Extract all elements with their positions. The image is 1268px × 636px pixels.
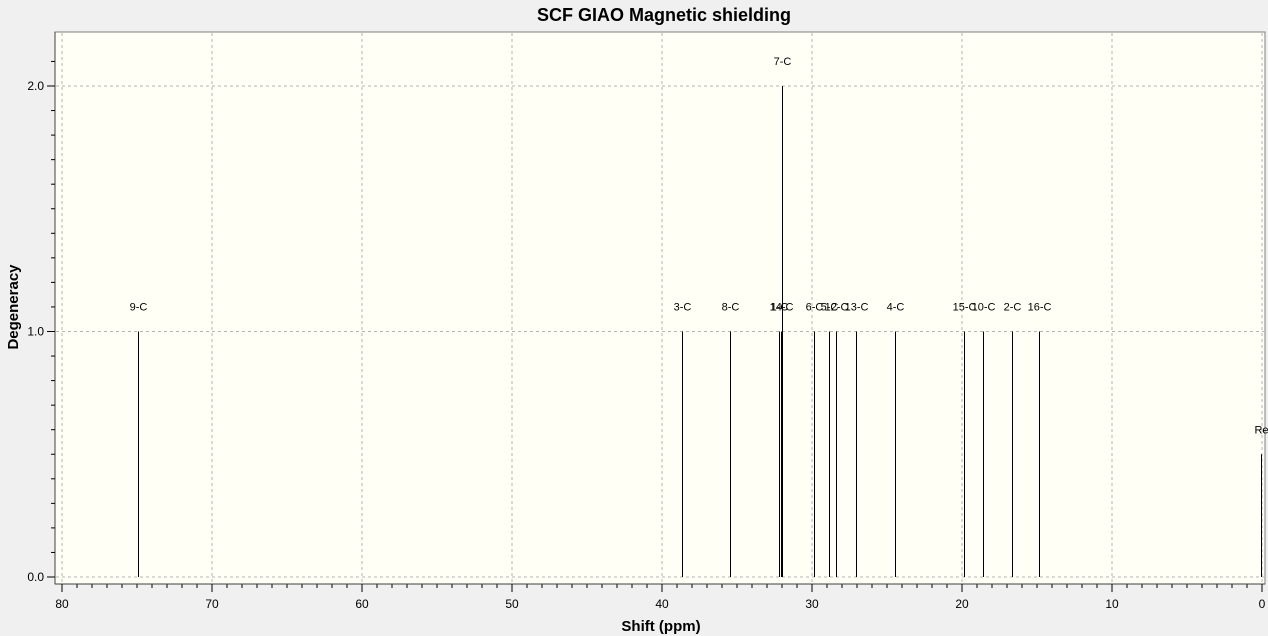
peak-label: Re [1254,424,1268,436]
y-tick-label: 1.0 [27,325,44,339]
x-tick-label: 20 [955,597,969,611]
peak-label: 7-C [774,56,792,68]
x-tick-label: 10 [1105,597,1119,611]
peak-label: 5-C [821,302,839,314]
peak-label: 3-C [674,302,692,314]
x-axis-title: Shift (ppm) [621,618,700,635]
peaks: 9-C 3-C 8-C 1-C14-C 7-C 6-C5-C12-C13-C 4-C 15-C… [130,56,1268,577]
y-axis: 0.0 1.0 2.0 [27,32,56,584]
x-tick-label: 50 [505,597,519,611]
peak-label: 2-C [1004,302,1022,314]
peak-label: 1-C [771,302,789,314]
x-tick-label: 0 [1259,597,1266,611]
x-tick-label: 70 [205,597,219,611]
plot-area [54,31,1266,585]
x-tick-label: 80 [55,597,69,611]
peak-label: 10-C [972,302,996,314]
x-tick-label: 60 [355,597,369,611]
y-tick-label: 0.0 [27,570,44,584]
y-axis-title: Degeneracy [5,264,22,350]
peak-label: 6-C [806,302,824,314]
y-tick-label: 2.0 [27,79,44,93]
x-tick-label: 40 [655,597,669,611]
peak-label: 9-C [130,302,148,314]
peak-label: 16-C [1028,302,1052,314]
chart-title: SCF GIAO Magnetic shielding [537,5,791,25]
peak-label: 15-C [953,302,977,314]
peak-label: 4-C [887,302,905,314]
grid-lines [56,33,1264,583]
x-tick-label: 30 [805,597,819,611]
peak-label: 8-C [722,302,740,314]
x-axis: 80 70 60 50 40 30 20 10 0 [55,583,1266,611]
peak-label: 12-C [825,302,849,314]
peak-label: 14-C [770,302,794,314]
minor-ticks [76,584,1248,588]
peak-label: 13-C [845,302,869,314]
